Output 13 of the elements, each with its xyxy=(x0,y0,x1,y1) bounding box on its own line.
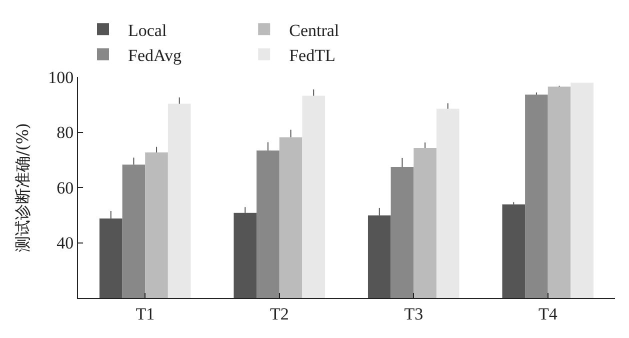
y-axis-title: 测试诊断准确/(%) xyxy=(13,122,32,252)
x-tick-label: T1 xyxy=(136,304,155,324)
x-tick-label: T4 xyxy=(538,304,558,324)
y-tick-label: 80 xyxy=(56,123,74,142)
legend-label: FedAvg xyxy=(128,46,182,65)
y-tick-label: 60 xyxy=(56,178,74,198)
y-tick-label: 100 xyxy=(48,68,74,87)
y-tick-label: 40 xyxy=(56,234,74,253)
x-tick-label: T3 xyxy=(404,304,424,324)
legend-label: Local xyxy=(128,20,167,40)
legend-label: FedTL xyxy=(289,46,336,65)
x-tick-label: T2 xyxy=(270,304,289,324)
legend-label: Central xyxy=(289,20,340,40)
